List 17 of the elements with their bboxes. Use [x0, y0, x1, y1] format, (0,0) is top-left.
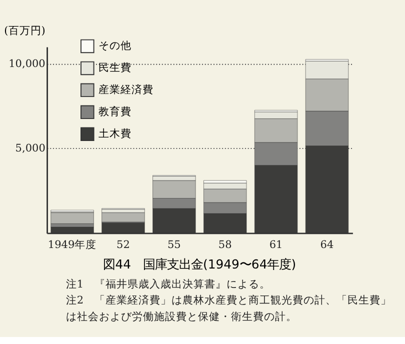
x-tick-label: 64 — [320, 238, 334, 251]
legend-label: 産業経済費 — [98, 83, 154, 96]
y-tick-label: 5,000 — [15, 142, 46, 155]
x-tick-label: 58 — [218, 238, 232, 251]
legend-label: 民生費 — [98, 61, 132, 74]
x-tick-label: 1949年度 — [48, 238, 97, 251]
text: 図44 国庫支出金(1949〜64年度) — [103, 256, 296, 272]
x-tick-label: 55 — [167, 238, 181, 251]
x-tick-label: 52 — [116, 238, 130, 251]
legend-label: 教育費 — [98, 105, 132, 118]
text: 注1 『福井県歳入歳出決算書』による。 — [66, 277, 271, 290]
x-tick-label: 61 — [269, 238, 283, 251]
text: 注2 「産業経済費」は農林水産費と商工観光費の計、「民生費」は社会および労働施設費と保健・衛生費の計。 — [66, 294, 392, 323]
legend-label: その他 — [98, 40, 132, 52]
legend-label: 土木費 — [98, 126, 132, 140]
y-tick-label: 10,000 — [8, 58, 46, 70]
y-axis-title: (百万円) — [4, 24, 46, 37]
